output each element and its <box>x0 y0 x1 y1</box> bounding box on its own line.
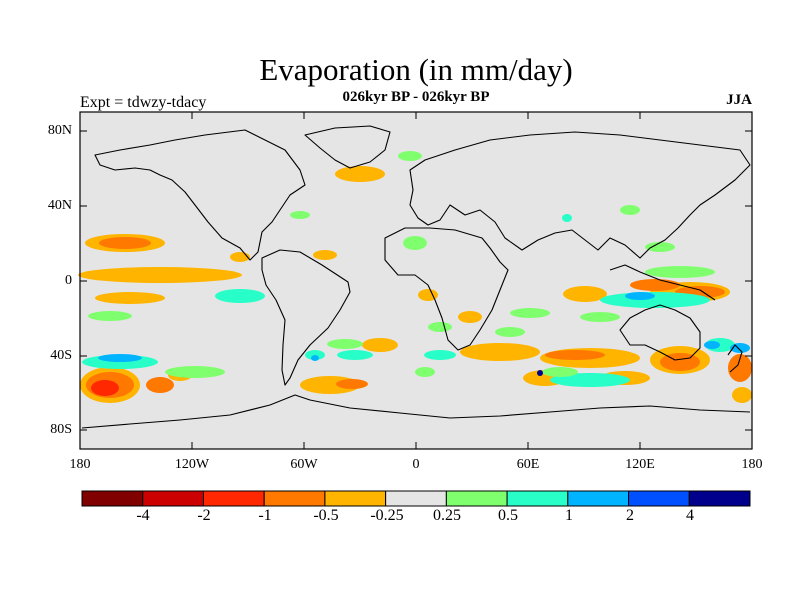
anomaly-patch <box>732 387 752 403</box>
lon-tick-label: 60W <box>290 457 318 472</box>
anomaly-patch <box>645 242 675 252</box>
africa-coast <box>384 227 509 351</box>
colorbar-box <box>385 490 447 507</box>
anomaly-patch <box>146 377 174 393</box>
anomaly-patch <box>625 292 655 300</box>
colorbar-box <box>202 490 265 507</box>
lon-tick-label: 180 <box>741 457 763 472</box>
lat-tick-label: 40S <box>50 348 72 363</box>
anomaly-patch <box>99 237 151 249</box>
anomaly-patch <box>460 343 540 361</box>
anomaly-patch <box>562 214 572 222</box>
colorbar-label: -0.5 <box>313 507 339 524</box>
anomaly-patch <box>398 151 422 161</box>
colorbar-label: 0.25 <box>433 507 461 524</box>
anomaly-patch <box>91 380 119 396</box>
axis-ticks <box>80 112 752 449</box>
anomaly-patch <box>600 292 710 308</box>
europe-asia-coast <box>409 131 751 259</box>
anomaly-patch <box>215 289 265 303</box>
lon-tick-label: 120W <box>174 457 210 472</box>
anomaly-patch <box>458 311 482 323</box>
colorbar-box <box>142 490 204 507</box>
colorbar-label: -2 <box>197 507 211 524</box>
anomaly-patch <box>337 350 373 360</box>
season-label: JJA <box>726 92 752 108</box>
greenland-coast <box>304 125 391 169</box>
plot-title: Evaporation (in mm/day) <box>259 52 573 87</box>
anomaly-patch <box>428 322 452 332</box>
south-america-coast <box>261 249 351 386</box>
lon-tick-label: 180 <box>69 457 91 472</box>
lon-tick-label: 120E <box>625 457 655 472</box>
anomaly-patch <box>98 354 142 362</box>
colorbar-box <box>263 490 326 507</box>
coastlines <box>81 125 751 429</box>
colorbar <box>81 490 751 507</box>
colorbar-label: -1 <box>258 507 272 524</box>
anomaly-patch <box>95 292 165 304</box>
anomaly-patch <box>313 250 337 260</box>
anomaly-patch <box>335 166 385 182</box>
lon-tick-label: 0 <box>412 457 420 472</box>
anomaly-patch <box>510 308 550 318</box>
anomaly-patch <box>327 339 363 349</box>
antarctica-coast <box>81 394 751 429</box>
north-america-coast <box>94 129 306 261</box>
lat-tick-label: 40N <box>47 198 72 213</box>
colorbar-label: 0.5 <box>498 507 518 524</box>
anomaly-patch <box>580 312 620 322</box>
positive-anomaly-patches <box>82 151 750 387</box>
anomaly-patch <box>563 286 607 302</box>
anomaly-patch <box>336 379 368 389</box>
colorbar-box <box>567 490 630 507</box>
anomaly-patch <box>403 236 427 250</box>
anomaly-patch <box>630 279 680 291</box>
negative-anomaly-patches <box>78 166 752 403</box>
colorbar-box <box>688 490 751 507</box>
lat-tick-label: 80S <box>50 422 72 437</box>
anomaly-patch <box>620 205 640 215</box>
colorbar-label: 2 <box>626 507 634 524</box>
anomaly-patch <box>88 311 132 321</box>
anomaly-patch <box>165 366 225 378</box>
anomaly-patch <box>728 354 752 382</box>
anomaly-patch <box>495 327 525 337</box>
anomaly-patch <box>424 350 456 360</box>
anomaly-patch <box>704 341 720 349</box>
australia-coast <box>619 304 701 361</box>
lat-tick-label: 80N <box>47 123 72 138</box>
experiment-label: Expt = tdwzy-tdacy <box>80 94 207 111</box>
colorbar-label: 4 <box>686 507 694 524</box>
anomaly-patch <box>542 367 578 377</box>
anomaly-patch <box>645 266 715 278</box>
anomaly-patch <box>362 338 398 352</box>
anomaly-patch <box>78 267 242 283</box>
anomaly-patch <box>418 289 438 301</box>
plot-subtitle: 026kyr BP - 026kyr BP <box>342 89 490 105</box>
anomaly-patch <box>545 350 605 360</box>
colorbar-box <box>324 490 387 507</box>
colorbar-label: 1 <box>565 507 573 524</box>
colorbar-box <box>506 490 569 507</box>
lon-tick-label: 60E <box>516 457 540 472</box>
southeast-asia-islands <box>609 264 716 301</box>
anomaly-patch <box>550 373 630 387</box>
colorbar-box <box>628 490 690 507</box>
colorbar-box <box>81 490 144 507</box>
colorbar-box <box>445 490 508 507</box>
anomaly-patch <box>311 355 319 361</box>
anomaly-patch <box>537 370 543 376</box>
new-zealand-coast <box>727 344 743 373</box>
colorbar-label: -4 <box>136 507 150 524</box>
colorbar-label: -0.25 <box>370 507 404 524</box>
anomaly-patch <box>290 211 310 219</box>
anomaly-patch <box>415 367 435 377</box>
lat-tick-label: 0 <box>65 273 72 288</box>
